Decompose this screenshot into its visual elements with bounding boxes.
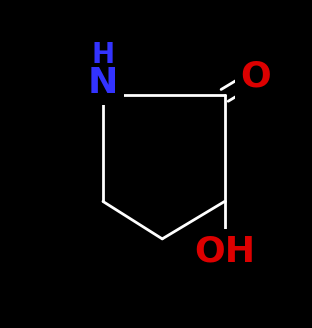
Text: H: H	[91, 41, 115, 69]
Text: O: O	[241, 60, 271, 93]
Text: OH: OH	[194, 235, 255, 268]
Text: OH: OH	[194, 235, 255, 268]
Text: H: H	[91, 41, 115, 69]
Text: N: N	[88, 66, 118, 100]
Text: O: O	[241, 60, 271, 93]
Text: N: N	[88, 66, 118, 100]
